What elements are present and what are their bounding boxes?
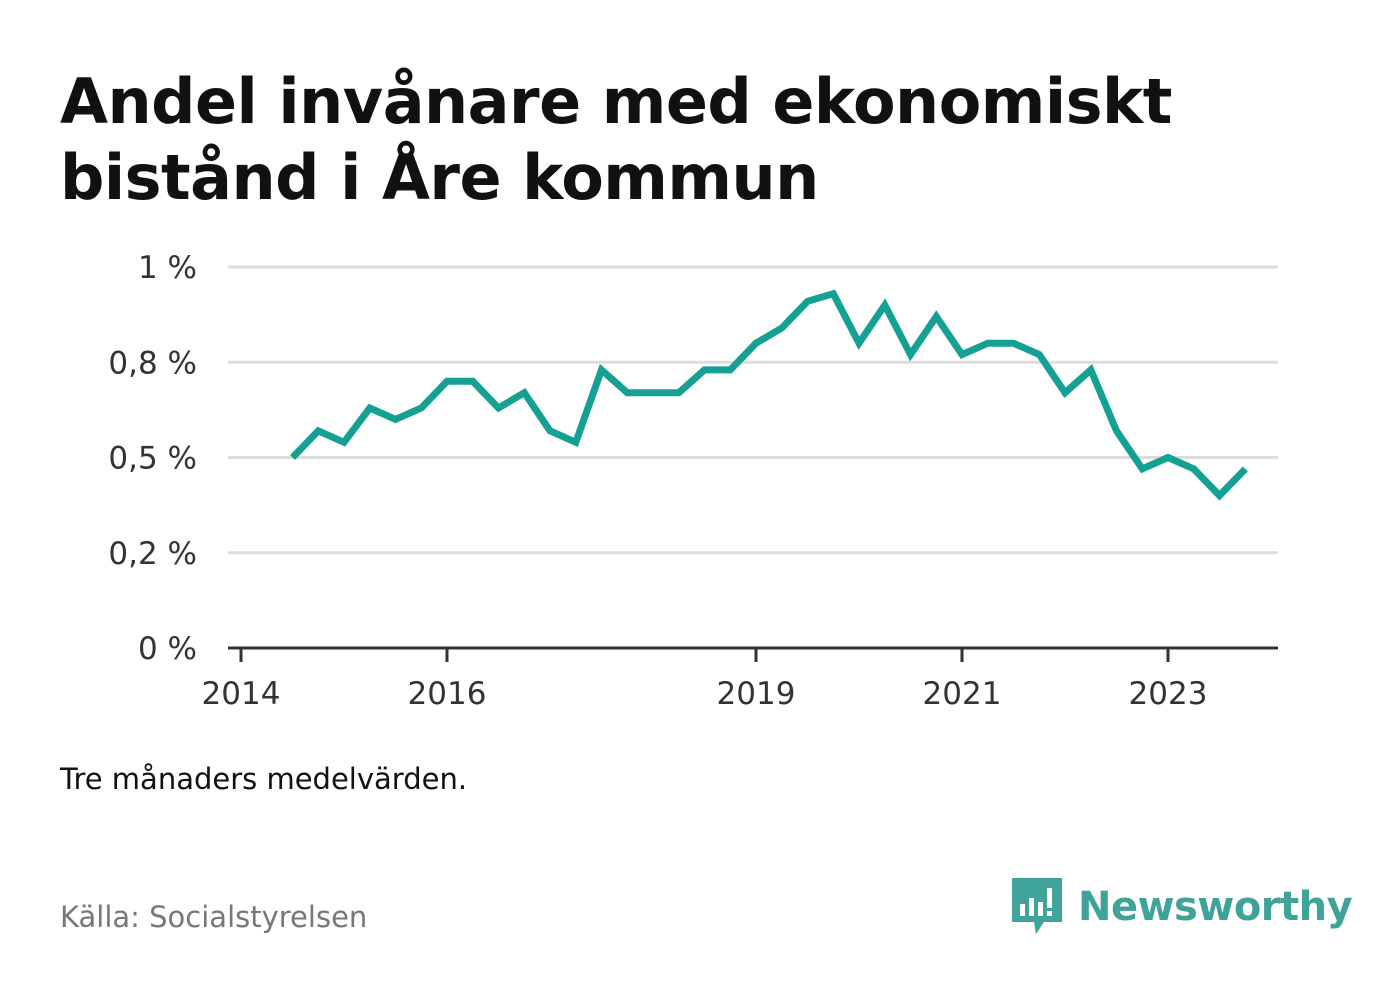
x-tick-label: 2023 [1129, 676, 1208, 712]
x-tick-label: 2019 [717, 676, 796, 712]
grid-lines [228, 265, 1278, 555]
x-axis-ticks: 2014 2016 2019 2021 2023 [202, 648, 1208, 712]
x-tick-label: 2016 [408, 676, 487, 712]
source-label: Källa: Socialstyrelsen [60, 900, 368, 934]
series-line [289, 289, 1248, 501]
brand-logo: Newsworthy [1010, 876, 1353, 938]
y-tick-label: 0,2 % [108, 536, 197, 572]
newsworthy-logo-icon [1012, 878, 1062, 934]
x-tick-label: 2021 [923, 676, 1002, 712]
y-tick-label: 1 % [138, 250, 197, 286]
brand-name: Newsworthy [1078, 884, 1353, 930]
chart-title: Andel invånare med ekonomiskt bistånd i … [60, 65, 1172, 214]
y-tick-label: 0,5 % [108, 441, 197, 477]
x-tick-label: 2014 [202, 676, 281, 712]
y-tick-label: 0 % [138, 631, 197, 667]
chart-note: Tre månaders medelvärden. [60, 762, 468, 796]
y-axis-ticks: 0 % 0,2 % 0,5 % 0,8 % 1 % [108, 250, 197, 667]
y-tick-label: 0,8 % [108, 345, 197, 381]
